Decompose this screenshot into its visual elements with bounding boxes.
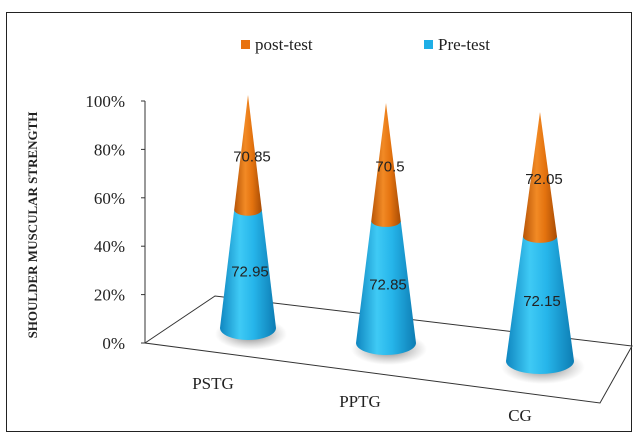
cone-segment-pre-test (220, 209, 276, 340)
cone-segment-post-test (371, 103, 401, 227)
y-tick-label: 40% (94, 237, 125, 256)
x-tick-label: PPTG (339, 392, 381, 411)
y-tick-label: 60% (94, 189, 125, 208)
legend-swatch-pre-test (424, 40, 433, 49)
data-label-pre-test: 72.85 (369, 276, 407, 293)
data-label-pre-test: 72.15 (523, 293, 561, 310)
legend-swatch-post-test (241, 40, 250, 49)
y-tick-label: 100% (85, 92, 125, 111)
data-labels: 72.95 70.85 72.85 70.5 72.15 72.05 (231, 149, 563, 311)
x-tick-label: CG (508, 406, 532, 425)
data-label-post-test: 72.05 (525, 171, 563, 188)
y-tick-label: 0% (102, 334, 125, 353)
y-axis: 0% 20% 40% 60% 80% 100% (85, 92, 146, 353)
data-label-post-test: 70.85 (233, 149, 271, 166)
plot-area (215, 95, 585, 384)
cone-segment-pre-test (356, 221, 416, 355)
y-tick-label: 80% (94, 140, 125, 159)
y-axis-title: SHOULDER MUSCULAR STRENGTH (25, 112, 40, 339)
y-tick-label: 20% (94, 286, 125, 305)
cone-segment-post-test (523, 112, 557, 243)
data-label-post-test: 70.5 (375, 158, 404, 175)
legend-label-pre-test: Pre-test (438, 35, 490, 54)
x-tick-label: PSTG (192, 374, 234, 393)
legend: post-test Pre-test (241, 35, 490, 54)
legend-label-post-test: post-test (255, 35, 313, 54)
x-axis: PSTG PPTG CG (192, 374, 532, 425)
cone-segment-pre-test (506, 236, 574, 374)
data-label-pre-test: 72.95 (231, 263, 269, 280)
cone-segment-post-test (234, 95, 262, 216)
